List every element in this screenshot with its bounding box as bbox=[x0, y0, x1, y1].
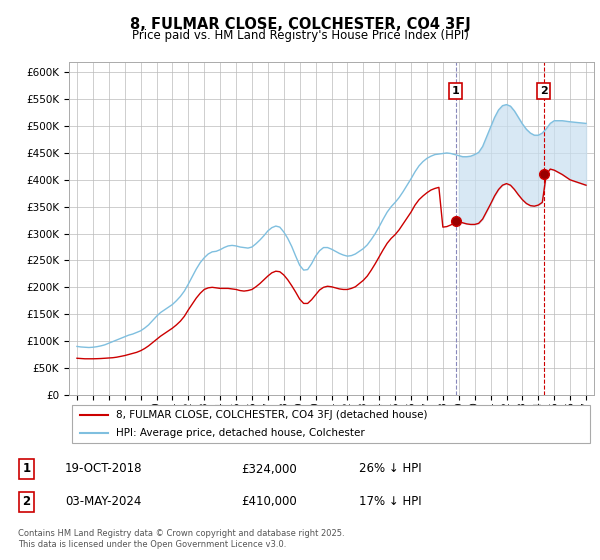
Text: 2: 2 bbox=[23, 496, 31, 508]
Text: 26% ↓ HPI: 26% ↓ HPI bbox=[359, 463, 421, 475]
Text: Contains HM Land Registry data © Crown copyright and database right 2025.
This d: Contains HM Land Registry data © Crown c… bbox=[18, 529, 344, 549]
Text: Price paid vs. HM Land Registry's House Price Index (HPI): Price paid vs. HM Land Registry's House … bbox=[131, 29, 469, 42]
Text: £324,000: £324,000 bbox=[241, 463, 297, 475]
Text: 8, FULMAR CLOSE, COLCHESTER, CO4 3FJ (detached house): 8, FULMAR CLOSE, COLCHESTER, CO4 3FJ (de… bbox=[116, 410, 428, 420]
Text: 19-OCT-2018: 19-OCT-2018 bbox=[65, 463, 142, 475]
Text: £410,000: £410,000 bbox=[241, 496, 297, 508]
Text: 1: 1 bbox=[23, 463, 31, 475]
Text: HPI: Average price, detached house, Colchester: HPI: Average price, detached house, Colc… bbox=[116, 428, 365, 438]
Text: 8, FULMAR CLOSE, COLCHESTER, CO4 3FJ: 8, FULMAR CLOSE, COLCHESTER, CO4 3FJ bbox=[130, 17, 470, 32]
Text: 1: 1 bbox=[452, 86, 460, 96]
Text: 2: 2 bbox=[539, 86, 547, 96]
Text: 03-MAY-2024: 03-MAY-2024 bbox=[65, 496, 141, 508]
Text: 17% ↓ HPI: 17% ↓ HPI bbox=[359, 496, 421, 508]
FancyBboxPatch shape bbox=[71, 405, 590, 443]
